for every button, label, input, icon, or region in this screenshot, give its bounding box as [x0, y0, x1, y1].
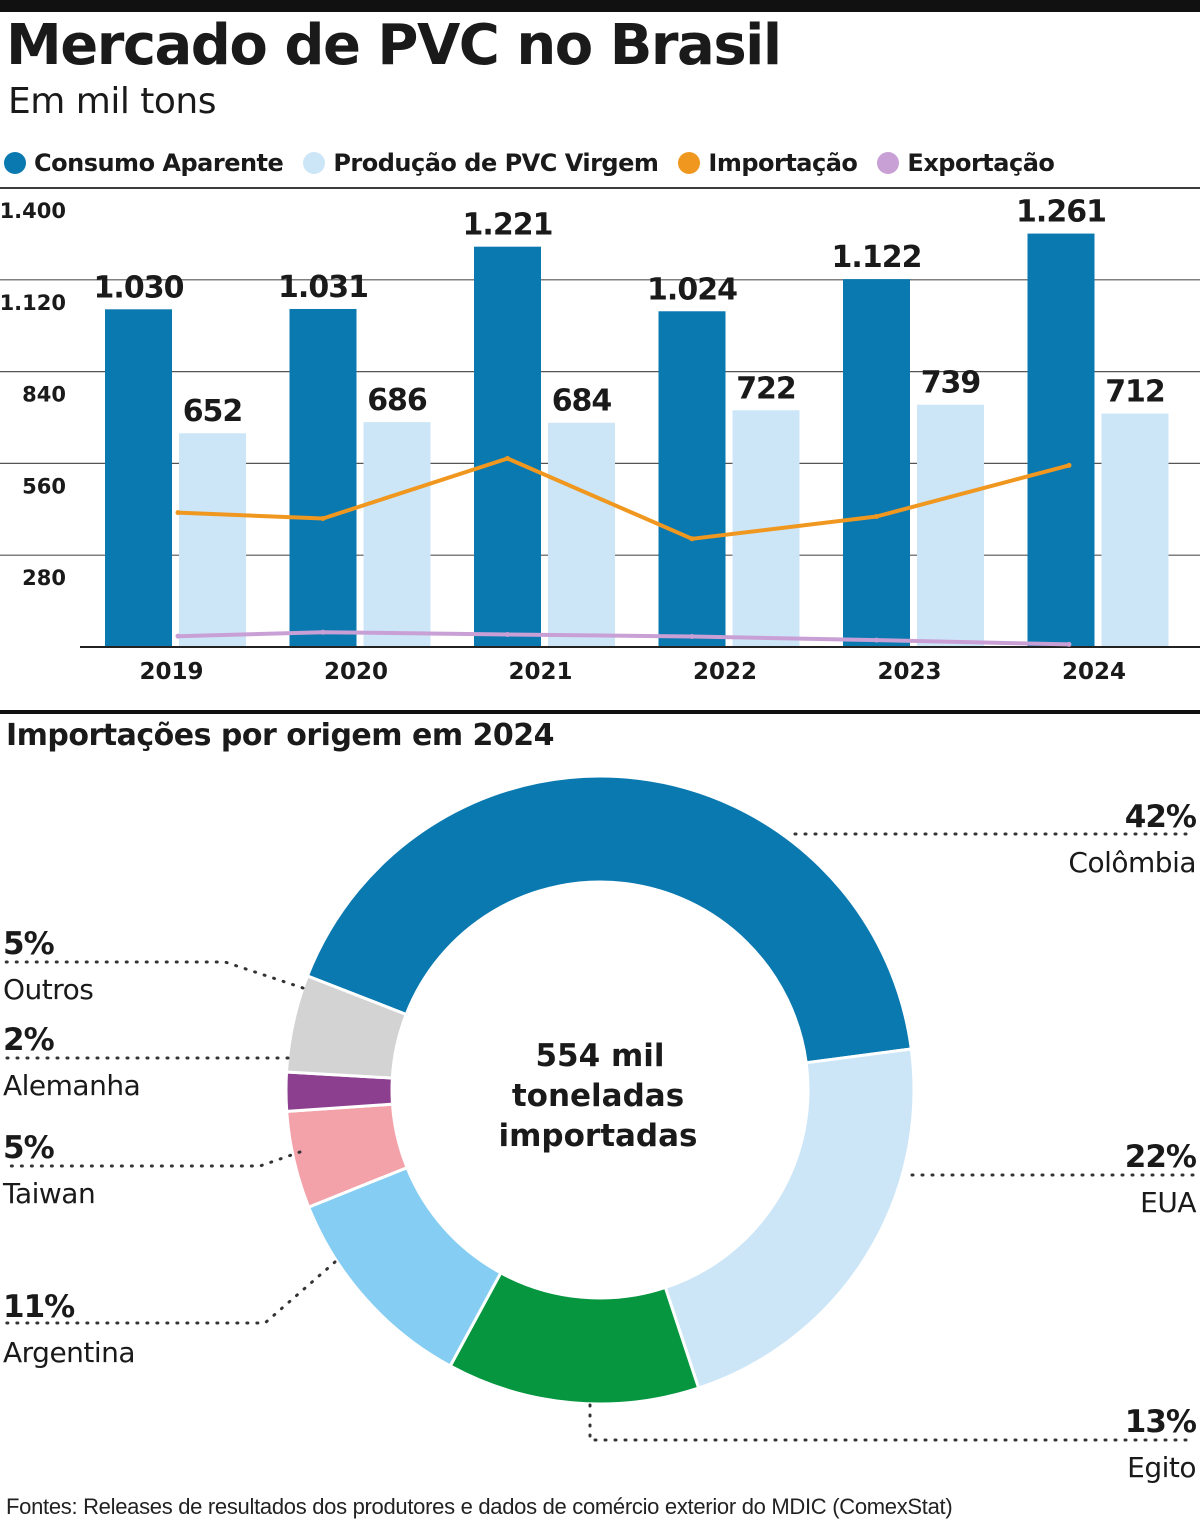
bar-value-label: 1.030: [94, 270, 184, 305]
bar: [105, 309, 172, 647]
line-point: [505, 632, 510, 638]
slice-percent-label: 13%: [1125, 1404, 1197, 1440]
chart-title: Mercado de PVC no Brasil: [6, 13, 782, 78]
donut-chart: 42% Colômbia 22% EUA 13% Egito 11% Argentina 5% T…: [2, 774, 1198, 1484]
line-point: [874, 637, 879, 643]
slice-percent-label: 22%: [1125, 1139, 1197, 1175]
legend-swatch-importacao: [678, 152, 701, 174]
line-series: [176, 456, 1071, 541]
bar-value-label: 1.221: [463, 208, 553, 243]
bar: [843, 279, 910, 647]
slice-name-label: Alemanha: [3, 1069, 140, 1102]
line-point: [874, 514, 879, 520]
slice-name-label: Egito: [1127, 1451, 1196, 1484]
slice-percent-label: 2%: [3, 1022, 55, 1058]
bar-value-label: 652: [183, 394, 243, 429]
legend: Consumo Aparente Produção de PVC Virgem …: [4, 146, 1074, 180]
x-tick-label: 2020: [324, 659, 388, 685]
line-point: [505, 455, 510, 461]
legend-swatch-exportacao: [877, 152, 900, 174]
bar-value-label: 684: [552, 384, 612, 419]
x-tick-label: 2022: [693, 659, 757, 685]
legend-swatch-producao: [303, 152, 326, 174]
legend-label-producao: Produção de PVC Virgem: [333, 149, 659, 177]
line-point: [689, 634, 695, 640]
bar: [474, 246, 541, 647]
bar: [1027, 233, 1095, 647]
bar: [179, 433, 246, 647]
bar: [363, 422, 431, 647]
slice-percent-label: 42%: [1125, 799, 1197, 835]
section-divider: [0, 710, 1200, 714]
bar-value-label: 1.122: [832, 240, 922, 275]
line-point: [175, 510, 181, 516]
donut-center-line3: importadas: [498, 1118, 697, 1154]
donut-slice: [284, 974, 409, 1080]
callout-leader: [3, 960, 305, 990]
top-rule: [0, 0, 1200, 12]
line-point: [175, 633, 181, 639]
source-note: Fontes: Releases de resultados dos produ…: [6, 1494, 953, 1519]
y-tick-label: 280: [22, 566, 66, 590]
bar: [917, 404, 984, 647]
callout-leader: [588, 1403, 1197, 1442]
y-tick-label: 1.400: [0, 199, 66, 223]
y-tick-label: 560: [22, 474, 66, 498]
donut-center-line1: 554 mil: [535, 1038, 664, 1074]
legend-item-consumo: Consumo Aparente: [4, 149, 284, 177]
slice-percent-label: 11%: [3, 1289, 75, 1325]
donut-section-title: Importações por origem em 2024: [6, 718, 555, 753]
y-tick-label: 1.120: [0, 291, 66, 315]
bar-value-label: 686: [367, 383, 427, 418]
slice-name-label: Taiwan: [2, 1177, 95, 1210]
slice-percent-label: 5%: [3, 926, 55, 962]
line-point: [320, 515, 326, 521]
bar: [658, 311, 726, 647]
line-series: [176, 630, 1071, 647]
slice-name-label: EUA: [1140, 1186, 1196, 1219]
bar-value-label: 712: [1105, 375, 1165, 410]
donut-center-line2: toneladas: [512, 1078, 684, 1114]
callout-leader: [3, 1150, 302, 1168]
legend-item-producao: Produção de PVC Virgem: [303, 149, 659, 177]
legend-item-importacao: Importação: [678, 149, 858, 177]
legend-label-consumo: Consumo Aparente: [34, 149, 284, 177]
slice-name-label: Outros: [3, 973, 93, 1006]
slice-name-label: Argentina: [3, 1336, 135, 1369]
slice-name-label: Colômbia: [1068, 846, 1196, 879]
legend-label-exportacao: Exportação: [907, 149, 1055, 177]
bar-line-chart: 280 560 840 1.120 1.400 1.030 652 2019 1.031 686 2…: [0, 187, 1200, 685]
x-tick-label: 2019: [139, 659, 203, 685]
donut-slice: [663, 1047, 916, 1391]
x-tick-label: 2023: [877, 659, 941, 685]
y-tick-label: 840: [22, 383, 66, 407]
x-tick-label: 2024: [1062, 659, 1126, 685]
slice-percent-label: 5%: [3, 1130, 55, 1166]
bar: [548, 422, 615, 647]
legend-label-importacao: Importação: [708, 149, 858, 177]
bar-value-label: 1.261: [1016, 195, 1106, 230]
bar-value-label: 1.031: [278, 270, 368, 305]
bar: [1101, 413, 1169, 647]
line-point: [1066, 641, 1072, 647]
bar: [289, 308, 357, 647]
x-tick-label: 2021: [508, 659, 572, 685]
legend-item-exportacao: Exportação: [877, 149, 1055, 177]
line-point: [320, 629, 326, 635]
bar-value-label: 722: [736, 371, 796, 406]
bar-value-label: 739: [921, 366, 981, 401]
bar-value-label: 1.024: [647, 272, 737, 307]
callout-leader: [3, 1260, 337, 1325]
line-point: [1066, 462, 1072, 468]
donut-slice: [305, 774, 913, 1065]
chart-subtitle: Em mil tons: [8, 81, 217, 122]
legend-swatch-consumo: [4, 152, 26, 174]
line-point: [689, 536, 695, 542]
